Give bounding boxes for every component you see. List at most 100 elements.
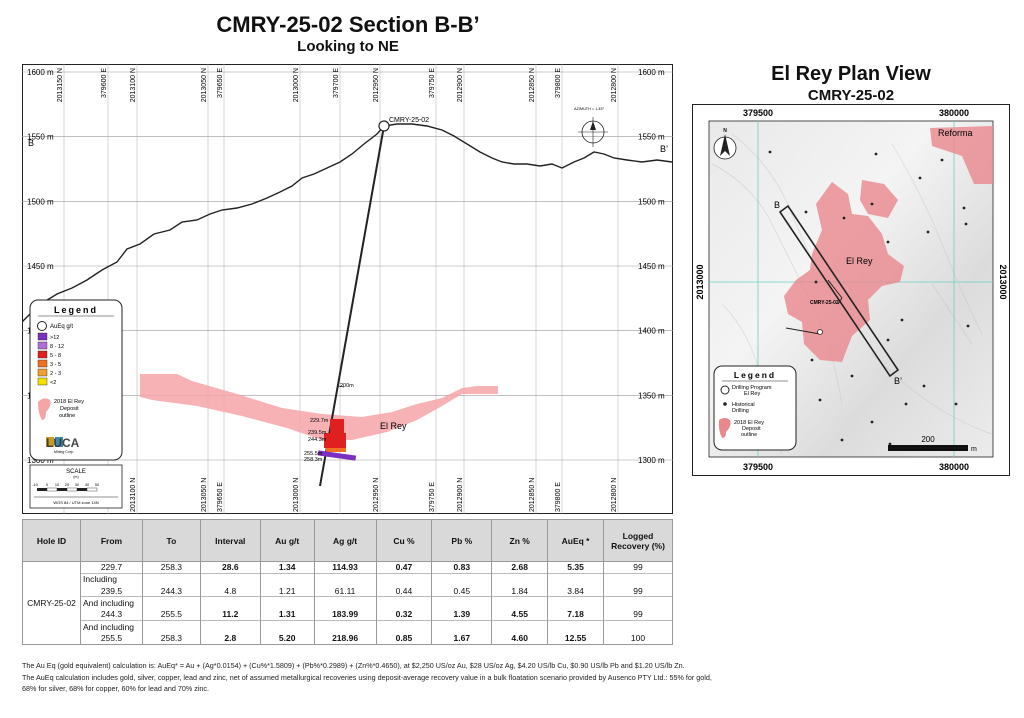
row-qualifier: Including (79, 572, 143, 586)
scale-tick: 0 (46, 483, 48, 487)
grid-label-top: 2012900 N (457, 68, 464, 102)
section-legend: Legend AuEq g/t >12 8 - 12 5 - 8 3 - 5 2 - 3… (29, 299, 123, 461)
north-label: 2013000 (998, 264, 1008, 299)
grid-label-bottom: 2012850 N (529, 478, 536, 512)
cell-cu: 0.85 (375, 632, 433, 645)
cell-interval: 11.2 (199, 608, 261, 621)
legend-swatch (37, 377, 48, 386)
table-label-row: And including (23, 619, 673, 633)
table-label-row: Including (23, 572, 673, 586)
elevation-label: 1450 m (638, 262, 665, 271)
legend-swatch (37, 332, 48, 341)
depth-label: 200m (340, 383, 354, 389)
svg-text:Deposit: Deposit (60, 406, 79, 412)
deposit-outline-plan (784, 126, 993, 362)
cell-aueq: 7.18 (547, 608, 605, 621)
assay-results-table: Hole ID From To Interval Au g/t Ag g/t C… (22, 519, 673, 645)
col-header: Cu % (375, 519, 433, 562)
east-label: 379500 (743, 462, 773, 472)
col-header: Ag g/t (313, 519, 377, 562)
deposit-legend-swatch (38, 398, 51, 420)
table-cell (313, 572, 377, 586)
reforma-label: Reforma (938, 128, 973, 138)
scale-tick: -10 (32, 483, 38, 487)
collar-label: CMRY-25-02 (389, 117, 429, 124)
grid-label-bottom: 2013000 N (293, 478, 300, 512)
table-cell (431, 572, 493, 586)
legend-range-label: 5 - 8 (50, 353, 61, 359)
section-scale: SCALE (m) -10 0 10 20 30 40 50 WGS 84 / UTM zo… (29, 464, 123, 509)
section-end-left: B (28, 138, 34, 148)
svg-text:(m): (m) (73, 475, 78, 479)
grid-label-bottom: 379650 E (217, 482, 224, 512)
cell-ag: 218.96 (313, 632, 377, 645)
cell-interval: 2.8 (199, 632, 261, 645)
legend-range-label: 3 - 5 (50, 362, 61, 368)
legend-range-label: 2 - 3 (50, 371, 61, 377)
table-cell (199, 596, 261, 609)
intercept-red-1 (330, 419, 344, 433)
svg-text:Drilling Program: Drilling Program (732, 385, 772, 391)
collar-symbol (378, 120, 390, 132)
section-start-label: B (774, 200, 780, 210)
table-cell (431, 596, 493, 609)
plan-legend: Legend Drilling Program El Rey Historica… (713, 365, 797, 451)
cell-aueq: 5.35 (547, 561, 605, 574)
intercept-label: 229.7m (310, 418, 329, 424)
col-header: Zn % (491, 519, 549, 562)
scale-tick: 40 (85, 483, 89, 487)
elevation-label: 1350 m (638, 391, 665, 400)
table-cell (259, 596, 315, 609)
topography-line (22, 123, 673, 323)
section-title: CMRY-25-02 Section B-B’ (216, 12, 480, 37)
cell-zn: 1.84 (491, 585, 549, 597)
grid-label-top: 379600 E (101, 68, 108, 98)
table-cell (199, 572, 261, 586)
elevation-label: 1550 m (638, 133, 665, 142)
table-cell (199, 619, 261, 633)
svg-text:AuEq g/t: AuEq g/t (50, 324, 73, 330)
grid-label-top: 2013150 N (57, 68, 64, 102)
grid-label-top: 2013100 N (130, 68, 137, 102)
svg-text:Historical: Historical (732, 402, 755, 408)
cell-pb: 1.39 (431, 608, 493, 621)
table-cell (375, 596, 433, 609)
table-cell (491, 572, 549, 586)
grid-label-top: 2013000 N (293, 68, 300, 102)
svg-text:AZIMUTH = 1.45°: AZIMUTH = 1.45° (574, 107, 605, 111)
legend-swatch (37, 350, 48, 359)
grid-label-bottom: 379800 E (555, 482, 562, 512)
svg-text:m: m (971, 446, 977, 453)
svg-text:Legend: Legend (54, 305, 98, 315)
cell-aueq: 12.55 (547, 632, 605, 645)
intercept-orange (326, 448, 346, 452)
intercept-label: 258.3m (304, 457, 323, 463)
cell-pb: 0.83 (431, 561, 493, 574)
col-header: Au g/t (259, 519, 315, 562)
intercept-label: 239.5m (308, 430, 327, 436)
legend-range-label: 8 - 12 (50, 344, 64, 350)
table-header-row: Hole ID From To Interval Au g/t Ag g/t C… (22, 519, 673, 562)
grid-label-top: 379750 E (429, 68, 436, 98)
intercept-purple (317, 450, 357, 461)
table-cell (259, 572, 315, 586)
svg-text:Mining Corp.: Mining Corp. (54, 450, 74, 454)
svg-text:SCALE: SCALE (66, 469, 86, 475)
cell-pb: 1.67 (431, 632, 493, 645)
elevation-label: 1600 m (638, 68, 665, 77)
svg-text:outline: outline (59, 413, 75, 419)
table-row: 255.5 258.3 2.8 5.20 218.96 0.85 1.67 4.60 12.55… (23, 632, 673, 645)
cell-cu: 0.32 (375, 608, 433, 621)
cell-to: 258.3 (141, 632, 201, 645)
cell-ag: 114.93 (313, 561, 377, 574)
footnote: The AuEq calculation includes gold, silv… (22, 673, 712, 682)
table-cell (603, 572, 673, 586)
drilling-program-icon (720, 385, 730, 395)
elevation-label: 1300 m (638, 456, 665, 465)
cell-from: 239.5 (79, 585, 143, 597)
table-label-row: And including (23, 596, 673, 609)
zone-label: El Rey (380, 421, 407, 431)
svg-text:Legend: Legend (734, 370, 776, 380)
cell-pb: 0.45 (431, 585, 493, 597)
table-cell (375, 619, 433, 633)
